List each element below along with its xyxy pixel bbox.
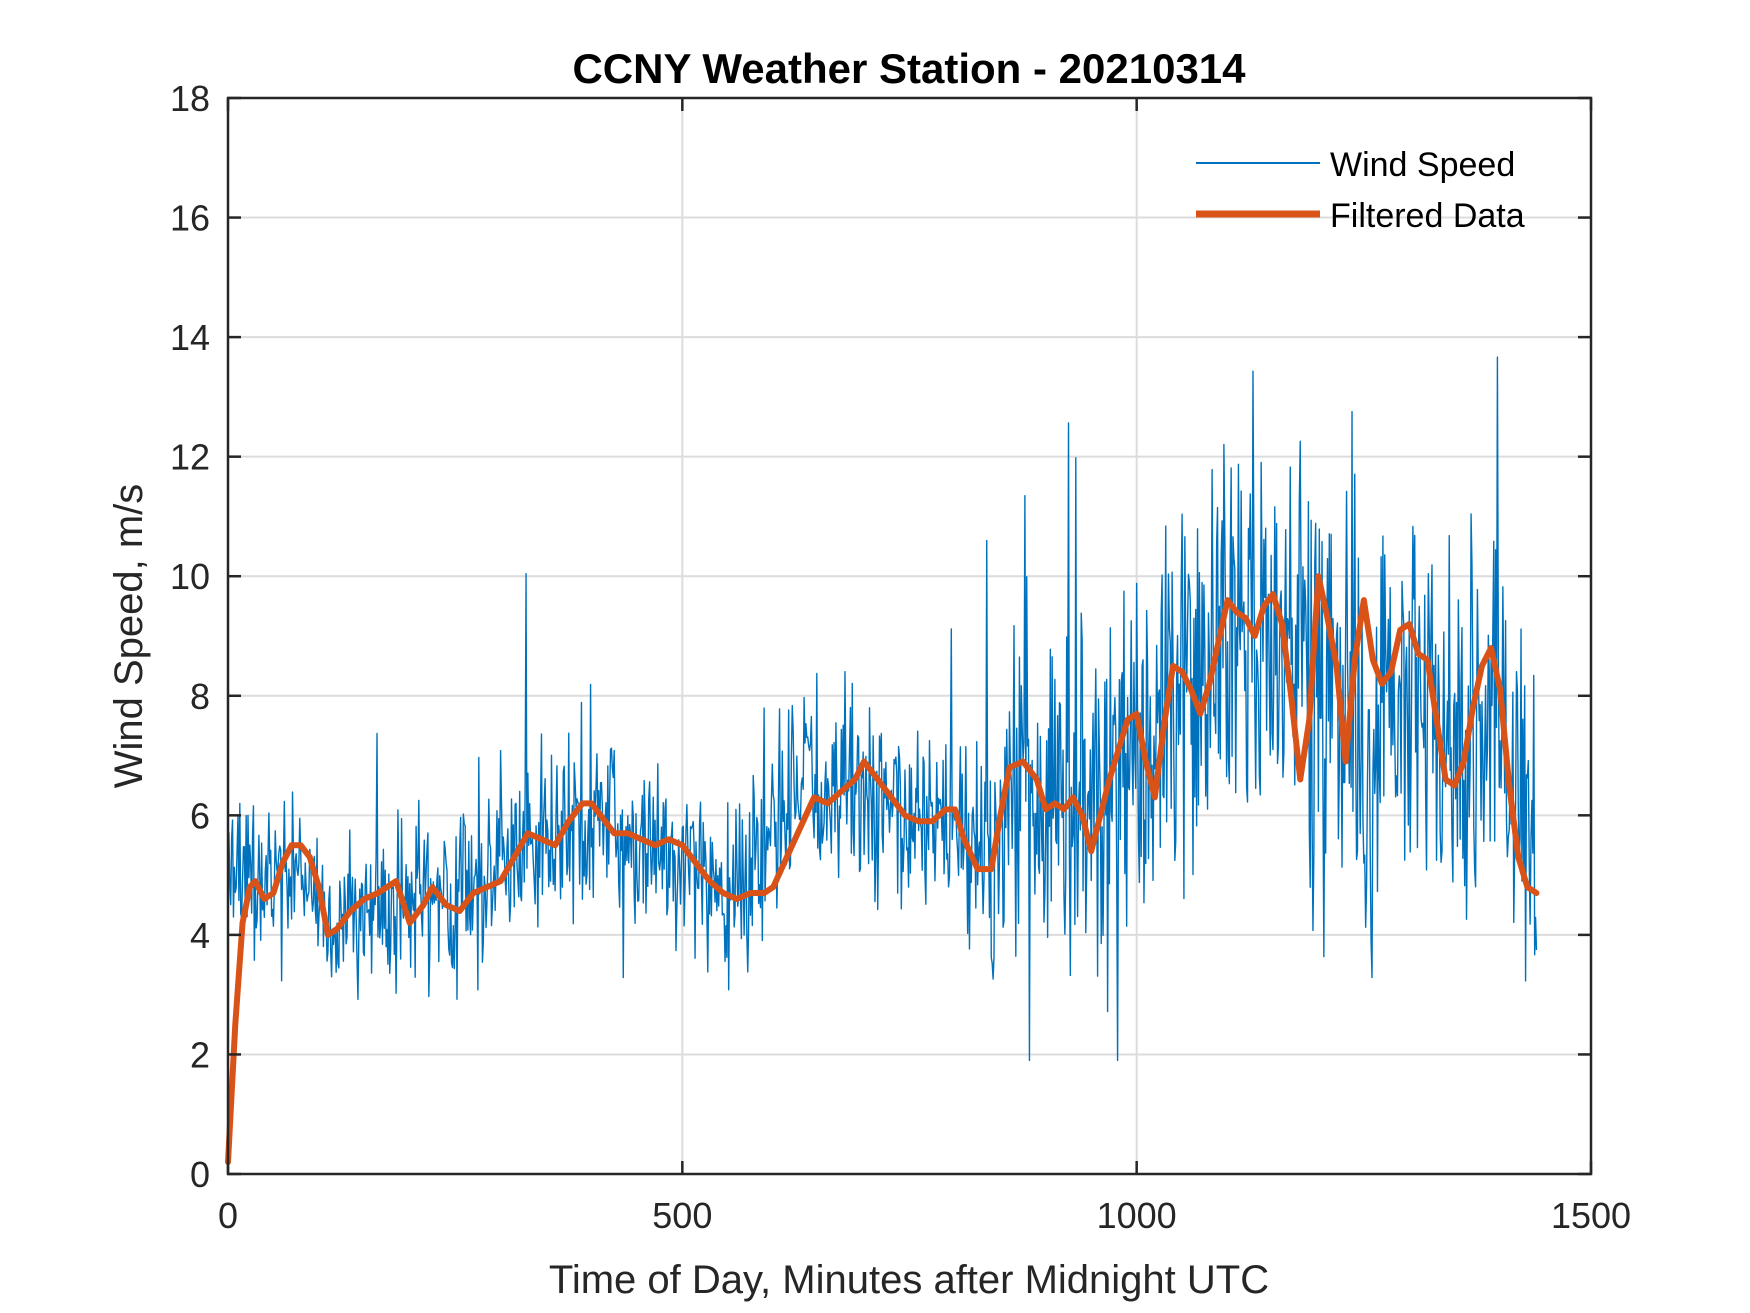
- x-tick-label: 500: [652, 1195, 712, 1236]
- y-tick-label: 14: [170, 317, 210, 358]
- x-tick-label: 1500: [1551, 1195, 1631, 1236]
- x-axis-label: Time of Day, Minutes after Midnight UTC: [549, 1258, 1269, 1302]
- legend-label-wind-speed: Wind Speed: [1330, 146, 1515, 184]
- plot-frame: [226, 96, 1593, 1176]
- y-tick-label: 10: [170, 556, 210, 597]
- y-tick-label: 12: [170, 437, 210, 478]
- filtered-data-line: [225, 573, 1540, 1166]
- legend-label-filtered-data: Filtered Data: [1330, 197, 1525, 235]
- plot-area: [228, 98, 1591, 1174]
- y-tick-label: 2: [190, 1034, 210, 1075]
- y-tick-label: 16: [170, 198, 210, 239]
- y-tick-label: 6: [190, 795, 210, 836]
- data-series: [225, 356, 1540, 1166]
- y-tick-label: 18: [170, 78, 210, 119]
- axis-ticks: 0 2 4 6 8 10 12 14 16 18 0 500 1000 1500: [170, 78, 1631, 1236]
- y-tick-label: 4: [190, 915, 210, 956]
- chart-title: CCNY Weather Station - 20210314: [572, 45, 1246, 92]
- wind-speed-line: [227, 356, 1538, 1062]
- x-tick-label: 0: [218, 1195, 238, 1236]
- legend: Wind Speed Filtered Data: [1196, 146, 1525, 235]
- y-axis-label: Wind Speed, m/s: [107, 484, 151, 789]
- x-tick-label: 1000: [1097, 1195, 1177, 1236]
- y-tick-label: 8: [190, 676, 210, 717]
- y-tick-label: 0: [190, 1154, 210, 1195]
